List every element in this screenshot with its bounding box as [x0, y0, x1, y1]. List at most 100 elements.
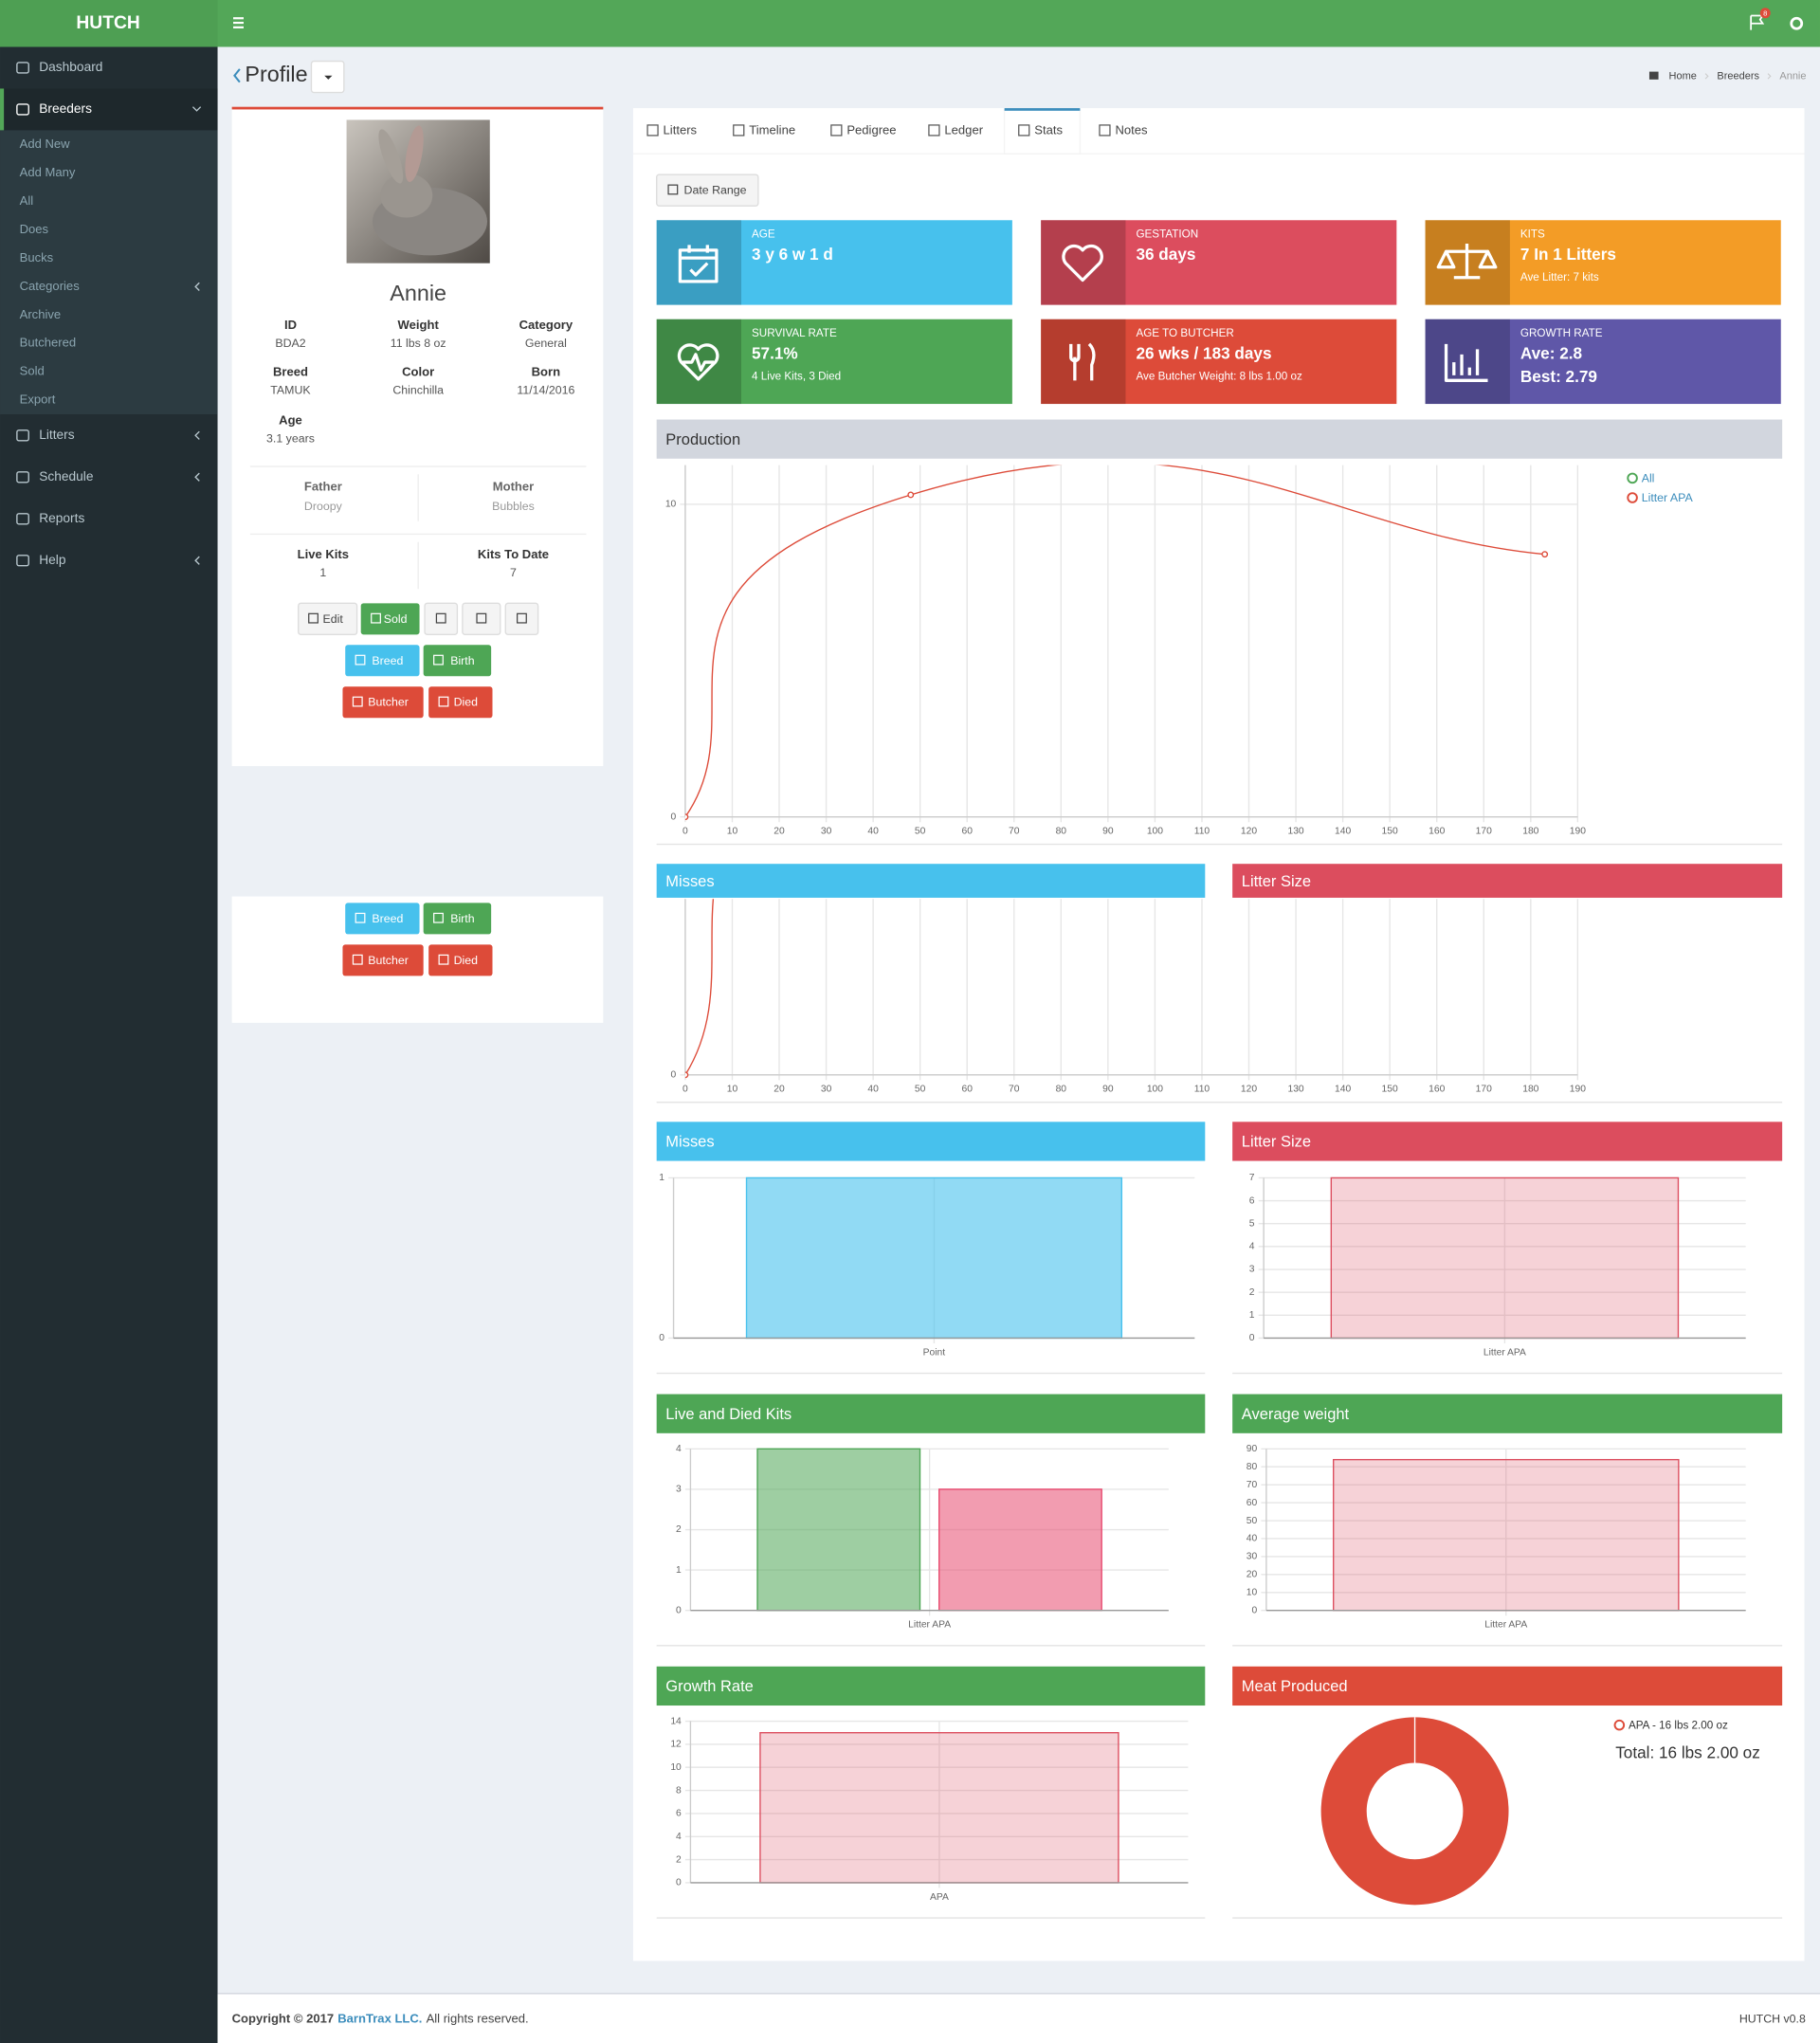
button[interactable] [345, 645, 420, 677]
y-tick-label: 10 [670, 1762, 682, 1773]
breadcrumb: Annie [1779, 70, 1806, 82]
x-tick-label: 180 [1522, 827, 1538, 837]
x-tick-label: Point [923, 1347, 946, 1358]
button[interactable] [462, 602, 501, 636]
button-label: Edit [323, 612, 344, 626]
chart-header [1232, 1122, 1783, 1161]
field-label: Color [402, 365, 434, 379]
button[interactable] [342, 686, 424, 719]
button[interactable] [423, 645, 492, 677]
x-tick-label: 110 [1194, 827, 1210, 837]
tab[interactable]: Stats [1034, 123, 1063, 137]
x-tick-label: Litter APA [1483, 1347, 1526, 1358]
field-label: Breed [273, 365, 308, 379]
field-label: Weight [398, 318, 440, 332]
x-tick-label: 190 [1570, 827, 1586, 837]
button[interactable] [345, 903, 420, 935]
button-icon [438, 954, 449, 965]
tab[interactable]: Pedigree [846, 123, 896, 137]
x-tick-label: 130 [1287, 827, 1303, 837]
submenu [0, 130, 218, 415]
x-tick-label: 20 [774, 827, 785, 837]
notification-count: 8 [1763, 9, 1767, 17]
button-label: Breed [372, 654, 403, 667]
menu-icon [16, 513, 29, 525]
settings-icon[interactable] [1790, 16, 1804, 30]
x-tick-label: 100 [1147, 827, 1163, 837]
kits-value: 1 [319, 566, 326, 579]
rights: All rights reserved. [427, 2012, 529, 2026]
button[interactable] [504, 602, 539, 636]
parent-value: Bubbles [492, 500, 535, 513]
button-label: Birth [450, 912, 475, 925]
y-tick-label: 0 [676, 1605, 682, 1615]
x-tick-label: 60 [961, 1085, 973, 1095]
x-tick-label: 140 [1335, 1085, 1351, 1095]
menu-icon [16, 62, 29, 74]
legend-label: All [1642, 471, 1655, 484]
x-tick-label: 160 [1429, 827, 1445, 837]
x-tick-label: 70 [1009, 827, 1020, 837]
tab[interactable]: Ledger [944, 123, 983, 137]
x-tick-label: 30 [821, 1085, 832, 1095]
y-tick-label: 2 [676, 1524, 682, 1535]
breadcrumb: Home [1669, 70, 1697, 82]
stat-icon [678, 245, 719, 283]
parent-value: Droopy [304, 500, 343, 513]
bar [759, 1732, 1119, 1884]
stat-icon [677, 343, 719, 381]
menu-active-marker [0, 88, 5, 131]
company-link[interactable]: BarnTrax LLC. [337, 2012, 422, 2026]
x-tick-label: 80 [1056, 827, 1067, 837]
date-range-button[interactable] [655, 173, 759, 207]
x-tick-label: 160 [1429, 1085, 1445, 1095]
profile-card-border [231, 106, 604, 110]
stat-label: GROWTH RATE [1520, 327, 1603, 339]
chevron [194, 472, 200, 482]
main-panel [632, 108, 1805, 1961]
stat-label: GESTATION [1136, 228, 1198, 240]
menu-item: Reports [39, 511, 84, 525]
x-tick-label: Litter APA [908, 1620, 951, 1631]
x-tick-label: 180 [1522, 1085, 1538, 1095]
x-tick-label: 190 [1570, 1085, 1586, 1095]
tab[interactable]: Litters [664, 123, 698, 137]
chart-header [656, 1122, 1206, 1161]
tab-icon [1099, 124, 1111, 137]
stat-label: SURVIVAL RATE [752, 327, 837, 339]
menu-item: Breeders [39, 101, 92, 116]
y-tick-label: 0 [671, 1070, 677, 1081]
submenu-item: Archive [20, 307, 62, 321]
x-tick-label: 70 [1009, 1085, 1020, 1095]
tab[interactable]: Timeline [749, 123, 795, 137]
submenu-item: All [20, 193, 34, 208]
submenu-item: Add New [20, 137, 71, 151]
stat-detail: Ave Litter: 7 kits [1520, 271, 1599, 283]
field-value: 11 lbs 8 oz [391, 337, 446, 350]
chart-header [656, 419, 1783, 459]
button[interactable] [360, 603, 420, 635]
y-tick-label: 4 [676, 1832, 682, 1842]
y-tick-label: 0 [659, 1333, 664, 1343]
x-tick-label: 110 [1194, 1085, 1210, 1095]
tab-active [1003, 108, 1082, 155]
stat-icon-area [656, 220, 742, 305]
chart-title: Production [665, 431, 740, 448]
point [684, 813, 689, 821]
button[interactable] [428, 686, 493, 719]
y-tick-label: 2 [1249, 1287, 1255, 1298]
button[interactable] [424, 602, 459, 636]
calendar-icon [667, 184, 679, 195]
button[interactable] [298, 602, 358, 636]
point [1541, 551, 1549, 558]
button[interactable] [423, 903, 492, 935]
button[interactable] [342, 944, 424, 976]
x-tick-label: 40 [867, 827, 879, 837]
top-bar [0, 0, 1820, 47]
x-tick-label: 120 [1241, 827, 1257, 837]
x-tick-label: 100 [1147, 1085, 1163, 1095]
tab[interactable]: Notes [1115, 123, 1148, 137]
kits-value: 7 [510, 566, 517, 579]
button[interactable] [428, 944, 493, 976]
button-label: Butcher [368, 954, 409, 967]
